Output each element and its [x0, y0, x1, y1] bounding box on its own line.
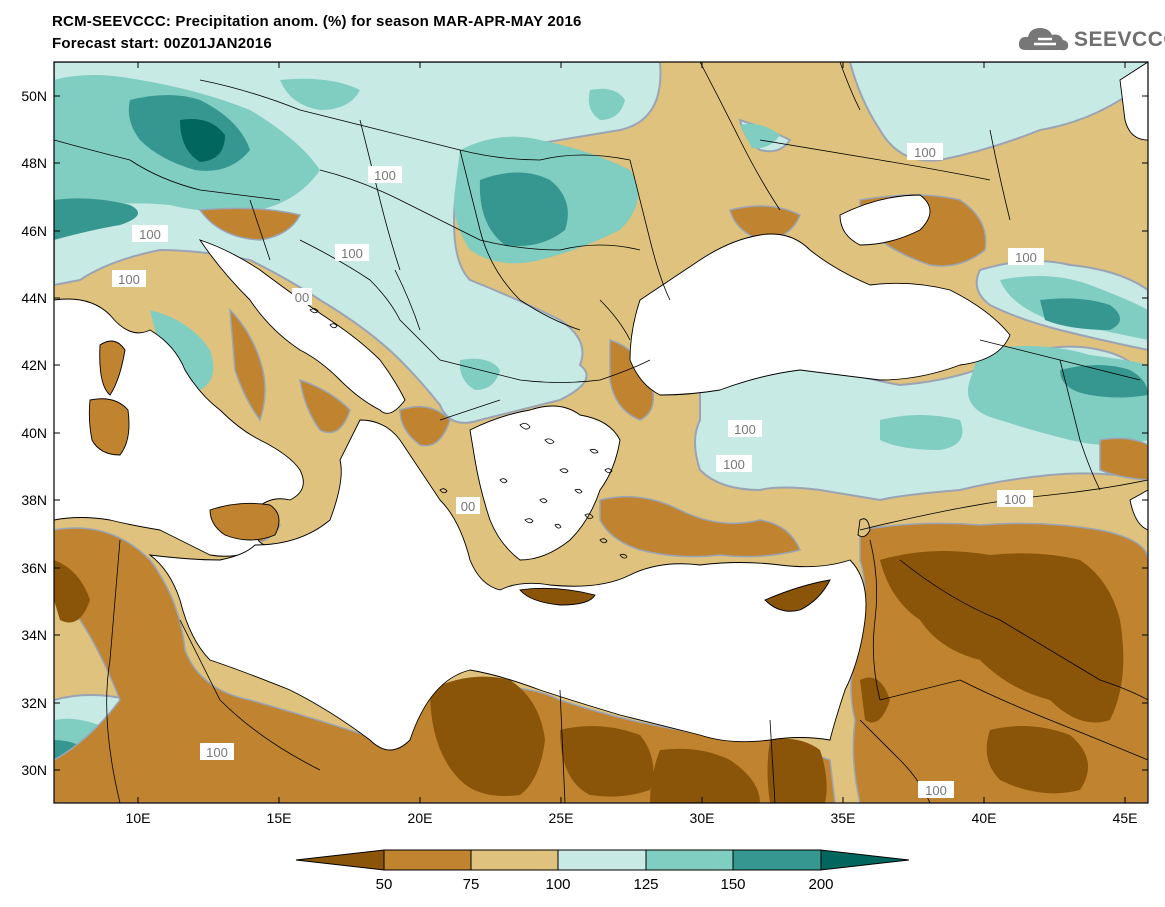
svg-text:40E: 40E: [972, 810, 997, 826]
svg-text:15E: 15E: [267, 810, 292, 826]
lat-tick: 34N: [21, 627, 1148, 643]
lon-tick: 20E: [408, 62, 433, 826]
colorbar-bin-over-200: [820, 849, 910, 871]
colorbar-label: 150: [720, 876, 745, 893]
lon-tick: 25E: [549, 62, 574, 826]
longitude-axis: 10E 15E 20E 25E 30E 35E 40E 45E: [126, 62, 1138, 826]
sicily: [209, 502, 280, 541]
lon-tick: 15E: [267, 62, 292, 826]
lat-tick: 42N: [21, 357, 1148, 373]
svg-text:100: 100: [139, 227, 161, 242]
svg-text:100: 100: [206, 745, 228, 760]
lat-tick: 50N: [21, 88, 1148, 104]
lat-tick: 36N: [21, 560, 1148, 576]
anomaly-regions-under-50: [54, 551, 1124, 803]
svg-text:100: 100: [723, 457, 745, 472]
contour-label: 00: [456, 497, 480, 514]
islands: [88, 340, 871, 612]
contour-labels: 100 100 100 100 100 00 100 100 100 00 10…: [112, 143, 1044, 798]
lat-tick: 40N: [21, 425, 1148, 441]
svg-text:10E: 10E: [126, 810, 151, 826]
colorbar-label: 50: [376, 876, 393, 893]
colorbar-label: 100: [545, 876, 570, 893]
svg-text:100: 100: [341, 246, 363, 261]
contour-label: 100: [132, 225, 168, 242]
svg-text:40N: 40N: [21, 425, 47, 441]
svg-text:50N: 50N: [21, 88, 47, 104]
logo-text: SEEVCCC: [1074, 28, 1165, 51]
colorbar-bin-100-125: [557, 849, 647, 871]
contour-label: 100: [997, 490, 1033, 507]
corsica: [99, 340, 126, 396]
colorbar-bin-50-75: [383, 849, 472, 871]
svg-text:35E: 35E: [831, 810, 856, 826]
colorbar-bin-under-50: [295, 849, 385, 871]
svg-text:38N: 38N: [21, 492, 47, 508]
forecast-start-label: Forecast start: 00Z01JAN2016: [52, 35, 272, 52]
svg-text:100: 100: [374, 168, 396, 183]
svg-text:100: 100: [925, 783, 947, 798]
colorbar: 50 75 100 125 150 200: [295, 849, 910, 893]
colorbar-bin-75-100: [470, 849, 559, 871]
country-borders: [54, 62, 1148, 803]
lat-tick: 38N: [21, 492, 1148, 508]
contour-label: 100: [1008, 248, 1044, 265]
lon-tick: 35E: [831, 62, 856, 826]
aegean-islands: [294, 288, 628, 559]
svg-text:36N: 36N: [21, 560, 47, 576]
contour-label: 100: [368, 166, 402, 183]
svg-text:100: 100: [734, 422, 756, 437]
svg-text:00: 00: [295, 290, 309, 305]
svg-text:100: 100: [1004, 492, 1026, 507]
map-title: RCM-SEEVCCC: Precipitation anom. (%) for…: [52, 13, 582, 30]
lat-tick: 32N: [21, 695, 1148, 711]
contour-label: 100: [716, 455, 752, 472]
sardinia: [88, 398, 130, 456]
colorbar-label: 75: [463, 876, 480, 893]
latitude-axis: 50N 48N 46N 44N 42N 40N 38N 36N 34N 32N …: [21, 88, 1148, 778]
lon-tick: 45E: [1113, 62, 1138, 826]
svg-text:00: 00: [461, 499, 475, 514]
contour-label: 100: [112, 270, 146, 287]
lat-tick: 44N: [21, 290, 1148, 306]
svg-text:100: 100: [914, 145, 936, 160]
contour-label: 100: [907, 143, 943, 160]
lat-tick: 46N: [21, 223, 1148, 239]
lat-tick: 30N: [21, 762, 1148, 778]
map-plot-area: 100 100 100 100 100 00 100 100 100 00 10…: [54, 62, 1148, 803]
colorbar-label: 200: [808, 876, 833, 893]
svg-text:100: 100: [1015, 250, 1037, 265]
svg-text:48N: 48N: [21, 155, 47, 171]
seevccc-logo: SEEVCCC: [1016, 20, 1165, 56]
svg-text:42N: 42N: [21, 357, 47, 373]
svg-text:30N: 30N: [21, 762, 47, 778]
contour-label: 100: [200, 743, 234, 760]
lat-tick: 48N: [21, 155, 1148, 171]
svg-text:25E: 25E: [549, 810, 574, 826]
colorbar-bin-150-200: [732, 849, 822, 871]
lon-tick: 30E: [690, 62, 715, 826]
contour-label: 100: [728, 420, 762, 437]
colorbar-label: 125: [633, 876, 658, 893]
svg-text:100: 100: [118, 272, 140, 287]
lon-tick: 40E: [972, 62, 997, 826]
contour-label: 100: [918, 781, 954, 798]
svg-text:32N: 32N: [21, 695, 47, 711]
svg-text:46N: 46N: [21, 223, 47, 239]
cyprus: [764, 579, 831, 612]
lon-tick: 10E: [126, 62, 151, 826]
svg-text:44N: 44N: [21, 290, 47, 306]
contour-label: 00: [292, 288, 312, 305]
cloud-icon: [1018, 28, 1069, 51]
svg-text:30E: 30E: [690, 810, 715, 826]
svg-text:34N: 34N: [21, 627, 47, 643]
crete: [519, 587, 596, 606]
contour-label: 100: [335, 244, 369, 261]
svg-text:20E: 20E: [408, 810, 433, 826]
colorbar-bin-125-150: [645, 849, 734, 871]
svg-text:45E: 45E: [1113, 810, 1138, 826]
